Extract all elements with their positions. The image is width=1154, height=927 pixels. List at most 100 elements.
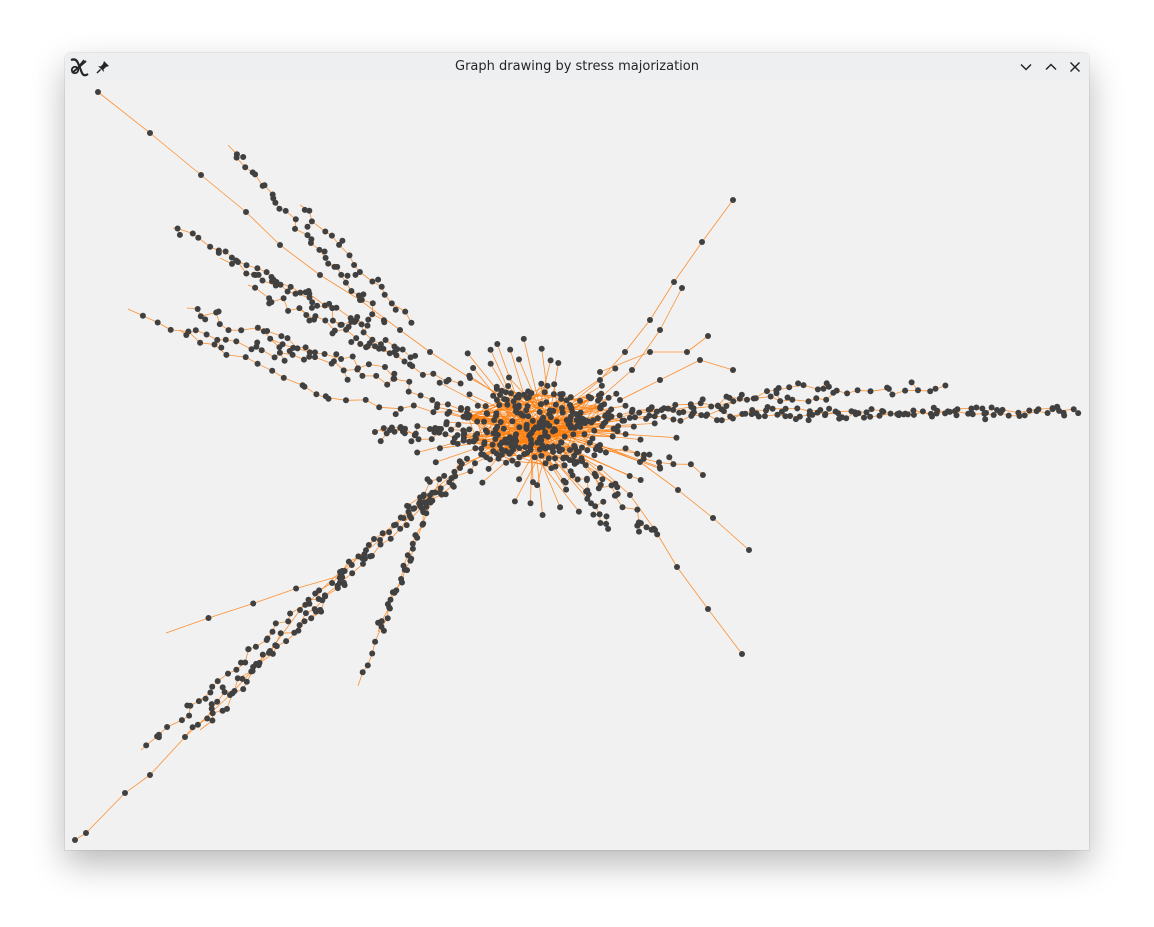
graph-node [539, 442, 546, 449]
graph-edge [319, 274, 361, 301]
graph-node [739, 651, 745, 657]
graph-node [617, 397, 623, 403]
graph-node [436, 476, 443, 483]
graph-node [406, 378, 413, 385]
graph-node [954, 406, 961, 413]
graph-node [769, 405, 776, 412]
graph-node [297, 607, 303, 613]
graph-node [723, 403, 730, 409]
graph-node [927, 410, 934, 417]
graph-node [699, 239, 705, 245]
graph-node [786, 384, 793, 391]
graph-node [782, 413, 789, 420]
graph-node [296, 305, 303, 312]
graph-node [481, 418, 487, 425]
graph-edge [295, 575, 341, 589]
graph-node [581, 417, 588, 424]
graph-node [558, 439, 565, 446]
graph-node [559, 409, 566, 416]
graph-node [394, 346, 401, 353]
close-x-icon[interactable] [1066, 58, 1084, 76]
graph-node [643, 524, 650, 531]
graph-node [358, 321, 365, 328]
graph-node [408, 319, 415, 326]
graph-edge [631, 329, 661, 371]
graph-node [281, 357, 288, 364]
graph-node [592, 503, 599, 510]
graph-node [399, 346, 406, 353]
graph-node [584, 495, 591, 502]
graph-node [464, 405, 471, 412]
graph-node [446, 408, 453, 415]
graph-node [600, 420, 607, 427]
graph-node [478, 445, 485, 452]
graph-node [567, 447, 573, 453]
graph-node [622, 431, 629, 438]
graph-node [314, 302, 321, 309]
graph-node [420, 520, 427, 527]
graph-app-icon[interactable] [68, 56, 90, 78]
graph-node [360, 291, 367, 298]
graph-node [472, 433, 479, 439]
graph-node [648, 404, 655, 411]
graph-node [1075, 410, 1082, 417]
graph-node [527, 500, 534, 507]
graph-node [567, 468, 574, 475]
graph-node [814, 386, 821, 393]
graph-node [375, 619, 382, 626]
graph-node [372, 638, 379, 645]
graph-node [398, 576, 405, 582]
graph-node [605, 525, 612, 532]
graph-node [154, 319, 161, 326]
graph-node [616, 412, 623, 419]
graph-node [515, 391, 522, 398]
graph-node [687, 461, 694, 468]
graph-node [366, 340, 373, 347]
graph-node [410, 402, 417, 409]
graph-node [341, 568, 348, 574]
graph-node [391, 375, 398, 382]
graph-node [792, 416, 799, 423]
graph-node [391, 428, 398, 435]
graph-node [373, 372, 380, 379]
graph-node [397, 327, 403, 333]
graph-node [329, 330, 336, 337]
graph-node [514, 460, 521, 467]
graph-node [809, 411, 816, 418]
graph-node [603, 513, 610, 520]
graph-node [330, 358, 337, 365]
graph-node [283, 638, 290, 645]
graph-node [348, 318, 355, 325]
graph-node [233, 154, 240, 161]
graph-node [434, 401, 441, 408]
title-bar[interactable]: Graph drawing by stress majorization [65, 53, 1089, 81]
minimize-chevron-down-icon[interactable] [1017, 58, 1035, 76]
graph-node [306, 317, 313, 324]
graph-node [714, 417, 720, 424]
graph-edge [676, 566, 709, 610]
graph-node [143, 742, 150, 749]
graph-node [380, 345, 387, 352]
graph-node [386, 529, 393, 536]
graph-node [539, 416, 546, 423]
graph-node [313, 391, 320, 398]
graph-node [654, 531, 661, 538]
graph-node [552, 427, 558, 434]
maximize-chevron-up-icon[interactable] [1042, 58, 1060, 76]
graph-node [225, 670, 231, 677]
graph-node [817, 407, 824, 413]
graph-node [202, 695, 209, 702]
graph-node [460, 437, 467, 444]
graph-node [605, 394, 612, 401]
graph-node [596, 511, 603, 518]
pin-icon[interactable] [96, 59, 110, 74]
graph-node [602, 449, 609, 456]
graph-edge [619, 379, 661, 401]
graph-node [547, 357, 554, 364]
graph-canvas[interactable] [65, 81, 1089, 850]
graph-node [588, 500, 594, 507]
graph-node [467, 468, 474, 475]
graph-node [381, 291, 388, 298]
graph-node [661, 405, 667, 412]
graph-node [999, 406, 1006, 413]
